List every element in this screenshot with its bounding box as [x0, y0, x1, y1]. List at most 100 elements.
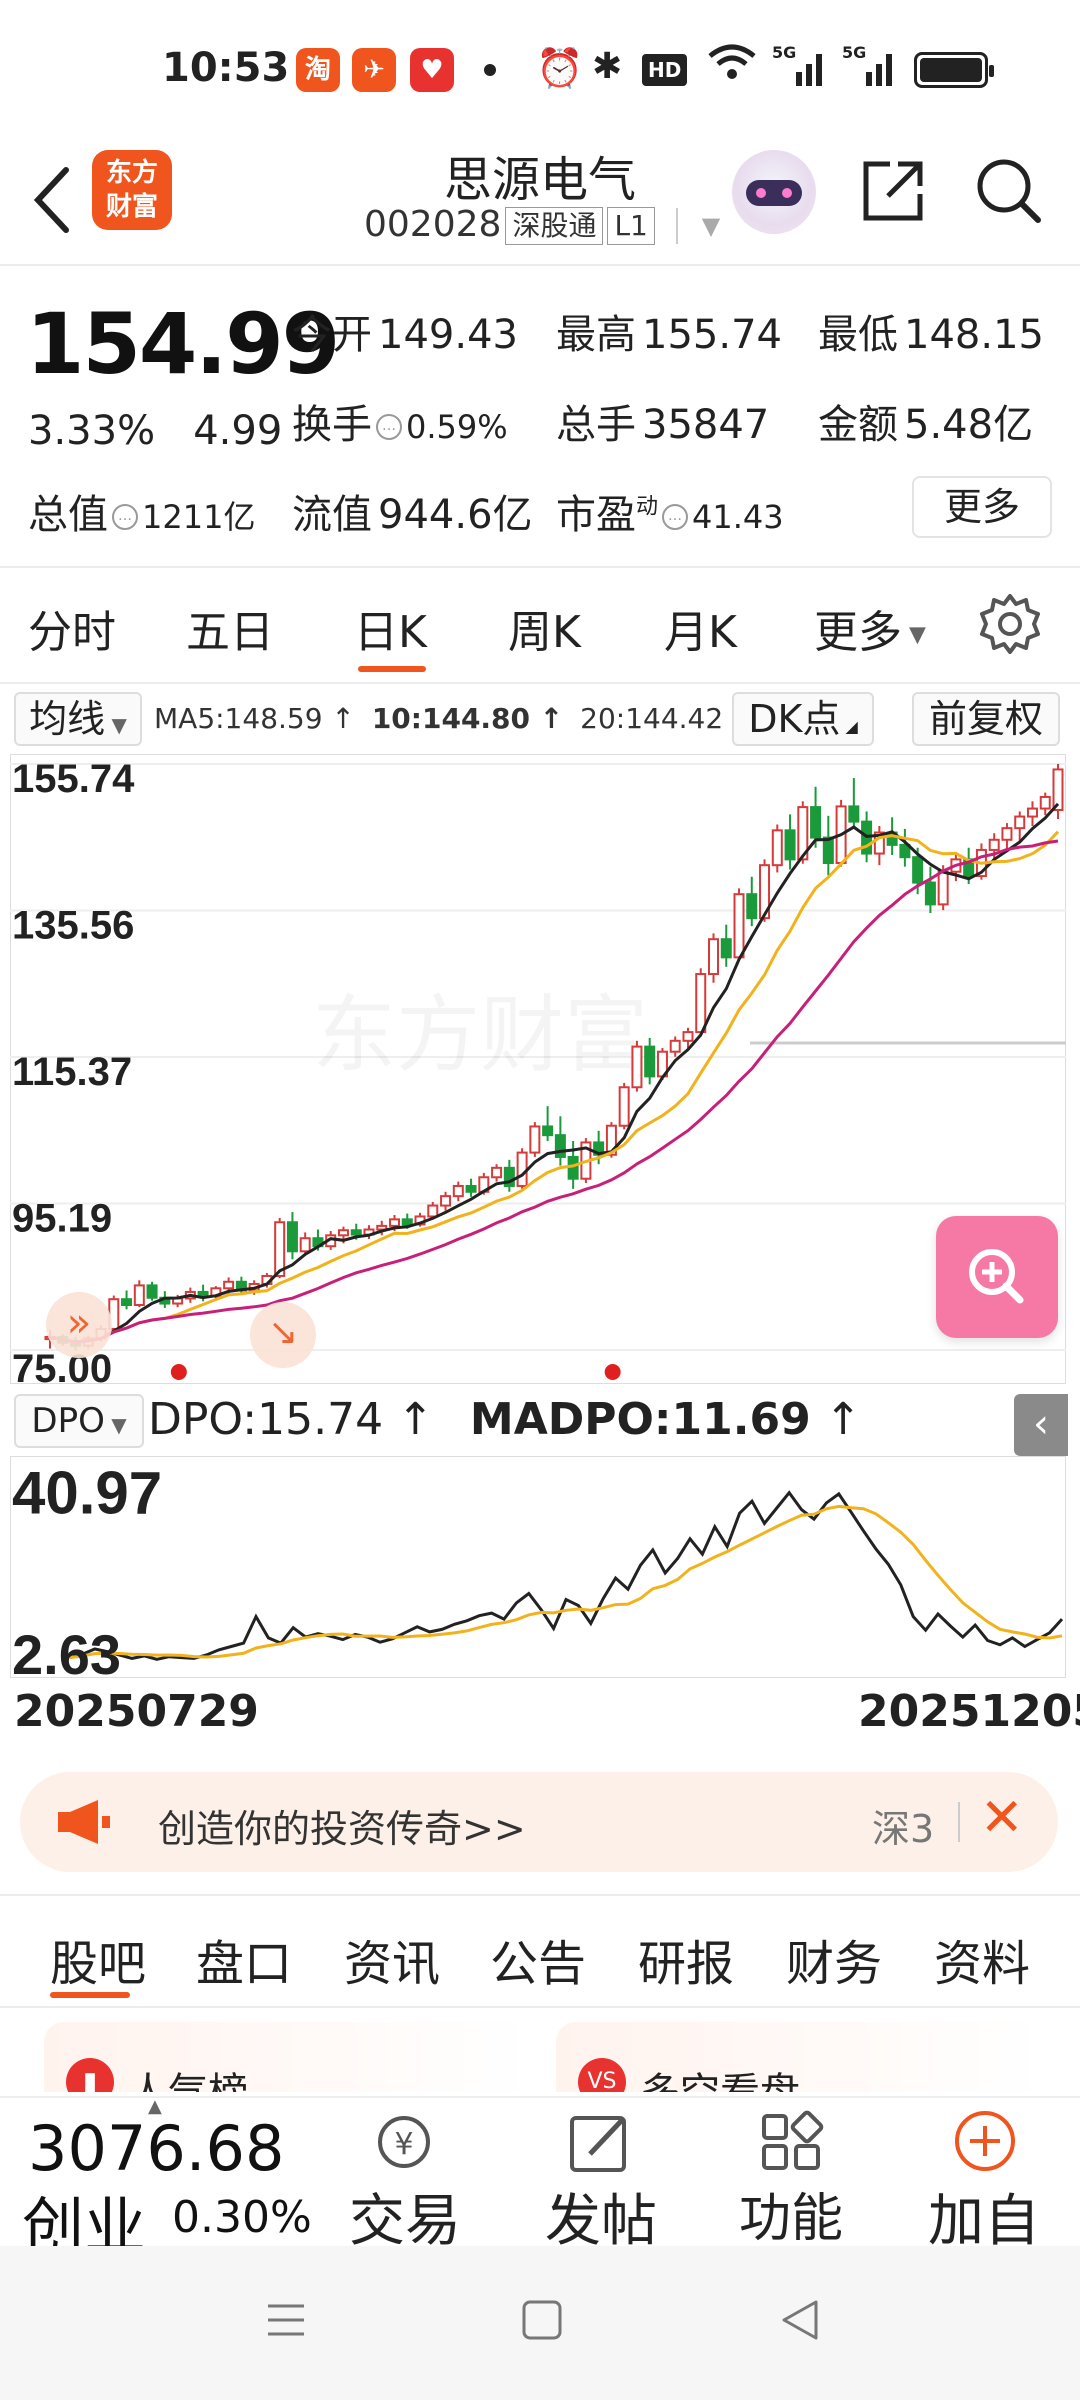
tab-announcements[interactable]: 公告: [490, 1936, 587, 1992]
candle-body: [223, 1280, 235, 1290]
candle-body: [452, 1184, 464, 1198]
candle-body: [759, 864, 771, 920]
stock-code: 002028: [364, 204, 502, 245]
dpo-chart[interactable]: 40.97 2.63: [10, 1456, 1066, 1678]
dpo-value: DPO:15.74: [148, 1394, 384, 1445]
high-field: 最高 155.74: [556, 312, 782, 358]
candle-body: [121, 1298, 133, 1307]
tab-more[interactable]: 更多 ▼: [814, 607, 926, 658]
candle-body: [337, 1229, 349, 1237]
candle-body: [274, 1221, 286, 1277]
pe-field[interactable]: 市盈动… 41.43: [556, 492, 784, 538]
popularity-card[interactable]: ▮ 人气榜: [44, 2022, 532, 2092]
share-button[interactable]: [858, 154, 930, 226]
candle-body: [133, 1284, 145, 1307]
zoom-in-icon: [969, 1249, 1024, 1304]
taobao-icon: 淘: [296, 48, 340, 92]
search-button[interactable]: [972, 154, 1044, 226]
add-watchlist-button[interactable]: 加自: [914, 2098, 1054, 2254]
current-price: 154.99: [26, 295, 340, 393]
back-arrow-icon: [33, 167, 69, 233]
promo-banner[interactable]: 创造你的投资传奇>> 深3 ✕: [20, 1772, 1058, 1872]
arrow-down-right-icon: ↘: [267, 1312, 299, 1353]
more-quote-button[interactable]: 更多: [912, 476, 1052, 538]
dpo-line: [69, 1490, 1064, 1661]
info-icon: …: [376, 414, 402, 440]
tab-monthly-k[interactable]: 月K: [664, 607, 737, 658]
long-short-label: 多空看盘: [640, 2060, 800, 2092]
expand-left-button[interactable]: »: [46, 1292, 112, 1358]
candle-body: [286, 1221, 298, 1253]
status-time: 10:53: [162, 45, 290, 91]
stock-code-row[interactable]: 002028 深股通 L1 ▼: [364, 204, 720, 245]
low-field: 最低 148.15: [818, 312, 1044, 358]
collapse-panel-button[interactable]: ‹: [1014, 1394, 1068, 1456]
trade-button[interactable]: ¥ 交易: [340, 2098, 470, 2254]
trend-arrow-button[interactable]: ↘: [250, 1302, 316, 1368]
tab-five-day[interactable]: 五日: [186, 607, 274, 658]
candle-body: [848, 805, 860, 823]
index-value[interactable]: 3076.68: [28, 2112, 285, 2185]
x-end-date: 20251205: [858, 1686, 1080, 1737]
candle-body: [1026, 807, 1038, 818]
tab-pankou[interactable]: 盘口: [196, 1936, 293, 1992]
logo-line-2: 财富: [105, 192, 158, 222]
red-dot-marker: [604, 1364, 621, 1380]
ma5-value: MA5:148.59 ↑: [154, 702, 355, 735]
dk-point-button[interactable]: DK点 ◢: [732, 692, 874, 746]
ma-selector[interactable]: 均线 ▼: [14, 692, 142, 746]
active-content-tab-indicator: [50, 1992, 130, 1998]
y-tick-label: 40.97: [12, 1460, 162, 1527]
svg-text:5G: 5G: [842, 44, 866, 62]
sub-indicator-selector[interactable]: DPO ▼: [14, 1394, 144, 1448]
market-cap-field[interactable]: 总值… 1211亿: [28, 492, 256, 538]
candle-body: [605, 1124, 617, 1156]
tab-intraday[interactable]: 分时: [28, 607, 116, 658]
tab-daily-k[interactable]: 日K: [354, 607, 427, 658]
tab-weekly-k[interactable]: 周K: [508, 607, 581, 658]
long-short-card[interactable]: VS 多空看盘: [556, 2022, 1046, 2092]
status-bar: 10:53 淘 ✈ ♥ ⏰ ✱ HD 5G 5G: [0, 0, 1080, 140]
back-nav-button[interactable]: [776, 2296, 824, 2344]
home-nav-button[interactable]: [518, 2296, 566, 2344]
banner-close-button[interactable]: ✕: [980, 1788, 1024, 1848]
volume-field: 总手 35847: [556, 402, 770, 448]
madpo-line: [69, 1504, 1063, 1660]
back-button[interactable]: [26, 158, 86, 238]
zoom-button[interactable]: [936, 1216, 1058, 1338]
candle-body: [924, 881, 936, 906]
tab-guba[interactable]: 股吧: [50, 1936, 147, 1992]
amount-field: 金额 5.48亿: [818, 402, 1034, 448]
tab-news[interactable]: 资讯: [344, 1936, 441, 1992]
tab-finance[interactable]: 财务: [786, 1936, 883, 1992]
chart-settings-button[interactable]: [978, 592, 1042, 656]
ma20-line: [49, 839, 1059, 1344]
ai-assistant-avatar[interactable]: [732, 150, 816, 234]
adjust-button[interactable]: 前复权: [912, 692, 1060, 746]
app-icon: ♥: [410, 48, 454, 92]
dpo-indicator-row: DPO ▼ DPO:15.74 ↑ MADPO:11.69 ↑: [0, 1388, 1080, 1450]
app-logo[interactable]: 东方 财富: [92, 150, 172, 230]
index-change: 0.30%: [172, 2192, 312, 2243]
post-button[interactable]: 发帖: [536, 2098, 666, 2254]
hd-icon: HD: [642, 54, 688, 86]
turnover-field[interactable]: 换手… 0.59%: [292, 402, 508, 448]
tab-research[interactable]: 研报: [638, 1936, 735, 1992]
candle-body: [733, 893, 745, 959]
x-start-date: 20250729: [14, 1686, 259, 1737]
chart-grid: [10, 754, 1066, 1384]
home-square-icon: [522, 2300, 562, 2340]
candle-body: [797, 806, 809, 861]
menu-nav-button[interactable]: [262, 2296, 310, 2344]
candle-body: [784, 829, 796, 861]
candle-body: [299, 1237, 311, 1253]
functions-button[interactable]: 功能: [726, 2098, 856, 2249]
system-nav-bar: [0, 2246, 1080, 2400]
tab-profile[interactable]: 资料: [934, 1936, 1031, 1992]
apps-icon: [762, 2110, 824, 2170]
candle-body: [427, 1204, 439, 1218]
notification-icon: ✈: [352, 48, 396, 92]
bottom-action-bar: ▲ 3076.68 创业 0.30% ¥ 交易 发帖 功能 加自: [0, 2096, 1080, 2263]
